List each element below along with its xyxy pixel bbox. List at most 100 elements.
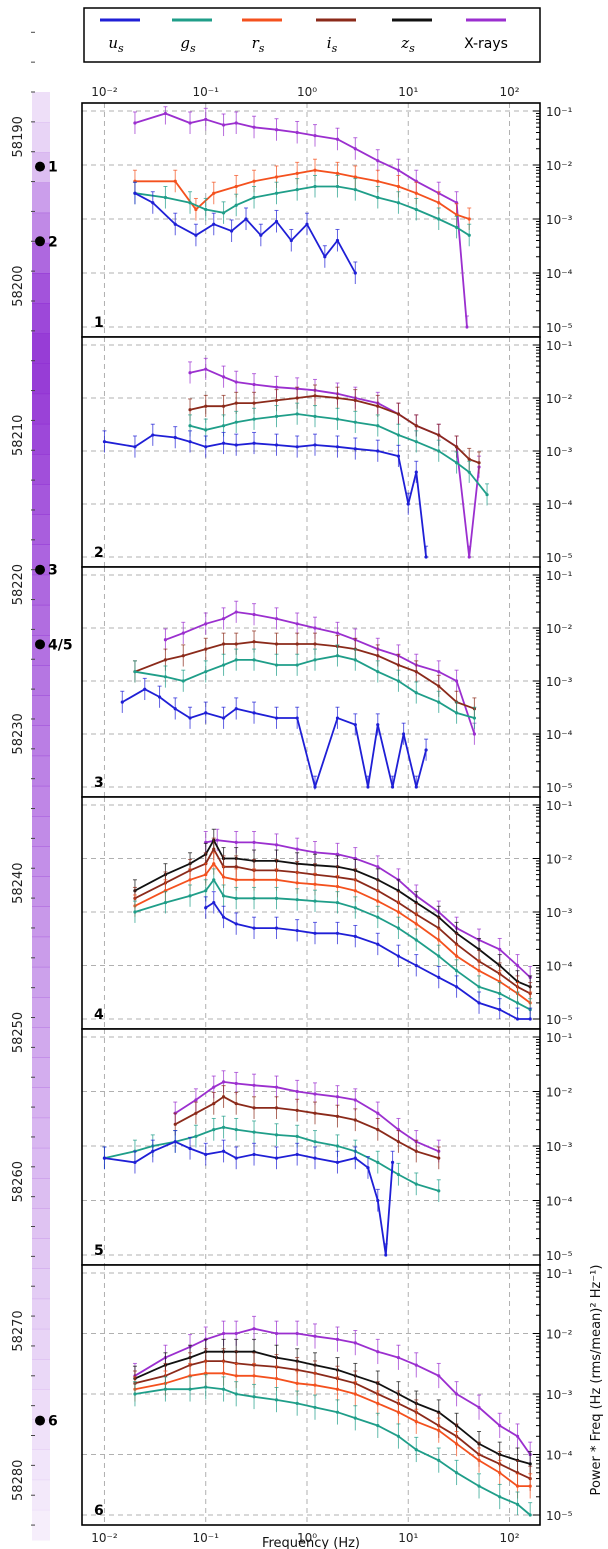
timeline-cell — [32, 1479, 50, 1511]
legend-entry-xrays: X-rays — [464, 18, 508, 52]
marker-dot — [35, 1415, 45, 1426]
series-line — [205, 839, 531, 979]
y-tick-label: 10⁻¹ — [546, 1267, 573, 1281]
timeline-label: 58230 — [11, 713, 26, 754]
y-tick-label: 10⁻⁴ — [546, 1449, 573, 1463]
timeline-cell — [32, 1087, 50, 1119]
series-u — [132, 181, 358, 285]
timeline-cell — [32, 363, 50, 395]
bottom-x-tick-label: 10² — [499, 1531, 519, 1545]
timeline-cell — [32, 695, 50, 726]
y-tick-label: 10⁻⁵ — [546, 551, 573, 565]
legend-label: X-rays — [464, 36, 508, 52]
panel-number: 3 — [94, 775, 104, 791]
panel-2: 10⁻⁵ 10⁻⁴ 10⁻³ 10⁻² 10⁻¹ 2 — [81, 336, 573, 568]
timeline-cell — [32, 122, 50, 153]
series-u — [203, 891, 533, 1021]
y-tick-label: 10⁻¹ — [546, 1031, 573, 1045]
y-tick-label: 10⁻⁴ — [546, 960, 573, 974]
y-tick-label: 10⁻³ — [546, 906, 573, 920]
panel-1: 10⁻⁵ 10⁻⁴ 10⁻³ 10⁻² 10⁻¹ 1 — [81, 102, 573, 338]
y-tick-label: 10⁻⁴ — [546, 267, 573, 281]
timeline-marker-6: 6 — [35, 1414, 58, 1430]
series-line — [134, 192, 357, 274]
top-x-tick-label: 10⁻² — [91, 85, 118, 99]
marker-dot — [35, 236, 45, 247]
y-tick-label: 10⁻³ — [546, 445, 573, 459]
series-g — [132, 1374, 533, 1517]
y-tick-label: 10⁻⁴ — [546, 728, 573, 742]
timeline-cell — [32, 1449, 50, 1481]
panel-number: 1 — [94, 315, 104, 331]
timeline-cell — [32, 1147, 50, 1179]
timeline-cell — [32, 816, 50, 847]
series-line — [134, 862, 531, 1004]
marker-label: 3 — [48, 563, 58, 579]
bottom-x-tick-label: 10⁻² — [91, 1531, 118, 1545]
legend-entry-i: is — [316, 18, 356, 55]
panel-5: 10⁻⁵ 10⁻⁴ 10⁻³ 10⁻² 10⁻¹ 5 — [81, 1028, 573, 1266]
marker-dot — [35, 639, 45, 650]
y-tick-label: 10⁻¹ — [546, 799, 573, 813]
y-tick-label: 10⁻² — [546, 392, 573, 406]
timeline-cell — [32, 1509, 50, 1541]
y-tick-label: 10⁻⁴ — [546, 498, 573, 512]
timeline-cell — [32, 785, 50, 817]
bottom-x-tick-label: 10⁻¹ — [193, 1531, 220, 1545]
series-line — [174, 1095, 439, 1159]
series-line — [134, 878, 531, 1011]
marker-dot — [35, 161, 45, 172]
series-u — [102, 1130, 395, 1257]
timeline-label: 58270 — [11, 1310, 26, 1351]
timeline-strip: 58190 58200 58210 58220 58230 58240 58250 58260… — [11, 31, 73, 1541]
series-line — [189, 413, 488, 496]
bottom-x-tick-label: 10⁰ — [297, 1531, 317, 1545]
marker-label: 6 — [48, 1414, 58, 1430]
series-line — [134, 1327, 531, 1456]
timeline-cell — [32, 514, 50, 545]
timeline-cell — [32, 1359, 50, 1390]
series-line — [121, 688, 427, 791]
timeline-cell — [32, 574, 50, 606]
series-line — [189, 394, 480, 464]
series-line — [134, 838, 531, 988]
legend-label: is — [327, 34, 338, 55]
series-xrays — [132, 106, 469, 329]
panel-number: 6 — [94, 1503, 104, 1519]
timeline-cell — [32, 997, 50, 1028]
timeline-cell — [32, 303, 50, 334]
panel-background — [82, 337, 540, 567]
y-tick-label: 10⁻⁵ — [546, 1013, 573, 1027]
series-xrays — [132, 1315, 533, 1467]
timeline-cell — [32, 1178, 50, 1209]
timeline-cell — [32, 1298, 50, 1330]
series-line — [134, 1372, 531, 1487]
series-line — [104, 434, 427, 558]
top-x-tick-label: 10⁻¹ — [193, 85, 220, 99]
timeline-marker-2: 2 — [35, 234, 58, 250]
y-tick-label: 10⁻³ — [546, 675, 573, 689]
timeline-cell — [32, 846, 50, 877]
series-line — [134, 640, 475, 710]
timeline-cell — [32, 1117, 50, 1149]
panel-number: 4 — [94, 1007, 104, 1023]
panel-number: 2 — [94, 545, 104, 561]
panel-background — [82, 797, 540, 1029]
y-tick-label: 10⁻² — [546, 853, 573, 867]
series-line — [134, 847, 531, 995]
y-tick-label: 10⁻⁵ — [546, 321, 573, 335]
series-line — [134, 185, 470, 237]
timeline-cell — [32, 1328, 50, 1360]
timeline-cell — [32, 423, 50, 455]
panel-3: 10⁻⁵ 10⁻⁴ 10⁻³ 10⁻² 10⁻¹ 3 — [81, 566, 573, 798]
series-g — [132, 868, 533, 1019]
top-x-tick-label: 10⁰ — [297, 85, 317, 99]
panel-background — [82, 103, 540, 337]
y-tick-label: 10⁻² — [546, 622, 573, 636]
y-tick-label: 10⁻⁴ — [546, 1195, 573, 1209]
timeline-cell — [32, 665, 50, 696]
timeline-cell — [32, 725, 50, 757]
timeline-cell — [32, 393, 50, 425]
series-r — [132, 852, 533, 1014]
series-u — [120, 677, 429, 791]
